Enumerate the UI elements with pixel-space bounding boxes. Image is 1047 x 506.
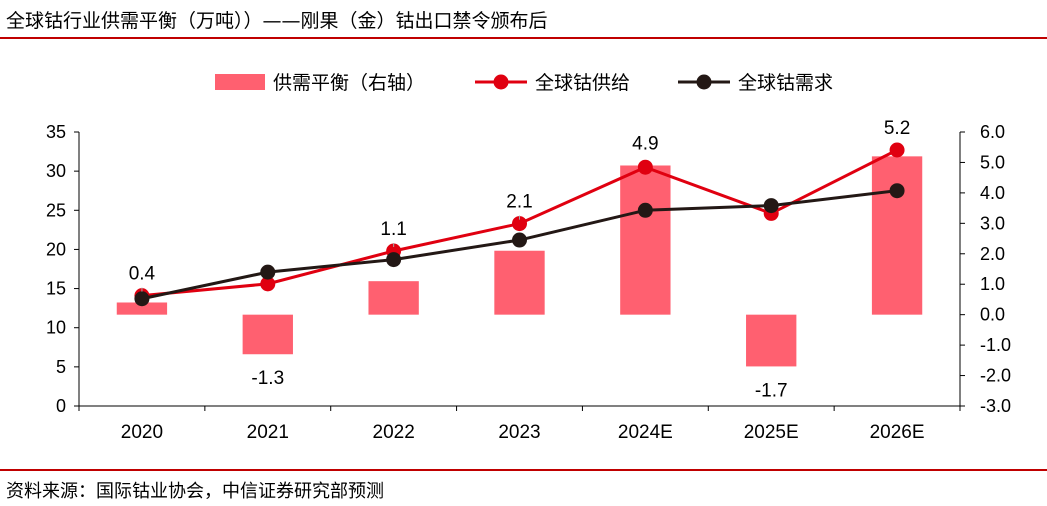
title-divider: [0, 37, 1047, 39]
right-tick-label: -1.0: [980, 335, 1011, 355]
balance-data-label: -1.3: [251, 368, 284, 389]
legend-demand-marker: [696, 74, 712, 90]
demand-point: [260, 264, 276, 280]
legend-balance-swatch: [215, 74, 265, 90]
supply-point: [889, 142, 905, 158]
left-tick-label: 0: [56, 396, 66, 416]
demand-point: [386, 252, 402, 268]
supply-point: [260, 276, 276, 292]
x-tick-label: 2026E: [870, 422, 925, 443]
balance-bar: [494, 250, 545, 315]
right-tick-label: -3.0: [980, 396, 1011, 416]
balance-bar: [368, 281, 419, 315]
x-tick-label: 2025E: [744, 422, 799, 443]
balance-bar: [620, 165, 671, 315]
x-tick-label: 2023: [498, 422, 540, 443]
right-tick-label: 1.0: [980, 274, 1005, 294]
right-tick-label: 3.0: [980, 213, 1005, 233]
source-divider: [0, 469, 1047, 471]
balance-bar: [871, 156, 923, 315]
x-tick-label: 2020: [121, 422, 163, 443]
balance-data-label: 1.1: [380, 219, 406, 240]
source-note: 资料来源：国际钴业协会，中信证券研究部预测: [6, 481, 384, 502]
left-tick-label: 5: [56, 357, 66, 377]
balance-data-label: 2.1: [506, 192, 532, 213]
right-tick-label: 0.0: [980, 305, 1005, 325]
left-tick-label: 10: [46, 318, 66, 338]
supply-point: [637, 159, 653, 175]
legend-balance-label: 供需平衡（右轴）: [273, 72, 425, 94]
x-tick-label: 2024E: [618, 422, 673, 443]
x-tick-label: 2022: [373, 422, 415, 443]
balance-bar: [242, 314, 293, 355]
demand-point: [763, 198, 779, 214]
legend-supply-marker: [493, 74, 509, 90]
balance-data-label: -1.7: [755, 380, 788, 401]
left-tick-label: 25: [46, 200, 66, 220]
demand-point: [889, 183, 905, 199]
right-tick-label: 5.0: [980, 152, 1005, 172]
demand-point: [512, 232, 527, 248]
right-tick-label: 2.0: [980, 244, 1005, 264]
supply-point: [512, 216, 527, 232]
x-tick-label: 2021: [247, 422, 289, 443]
legend-supply-label: 全球钴供给: [535, 72, 630, 94]
balance-data-label: 0.4: [129, 264, 156, 285]
balance-bar: [746, 314, 797, 367]
left-tick-label: 35: [46, 122, 66, 142]
balance-bar: [116, 302, 168, 315]
left-tick-label: 30: [46, 161, 66, 181]
right-tick-label: 4.0: [980, 183, 1005, 203]
legend-demand-label: 全球钴需求: [738, 72, 833, 94]
chart-title: 全球钴行业供需平衡（万吨））——刚果（金）钴出口禁令颁布后: [6, 10, 548, 32]
demand-point: [637, 202, 653, 218]
right-tick-label: -2.0: [980, 366, 1011, 386]
balance-data-label: 4.9: [632, 133, 658, 154]
left-tick-label: 15: [46, 279, 66, 299]
left-tick-label: 20: [46, 239, 66, 259]
right-tick-label: 6.0: [980, 122, 1005, 142]
balance-data-label: 5.2: [884, 118, 910, 139]
demand-point: [134, 291, 150, 307]
